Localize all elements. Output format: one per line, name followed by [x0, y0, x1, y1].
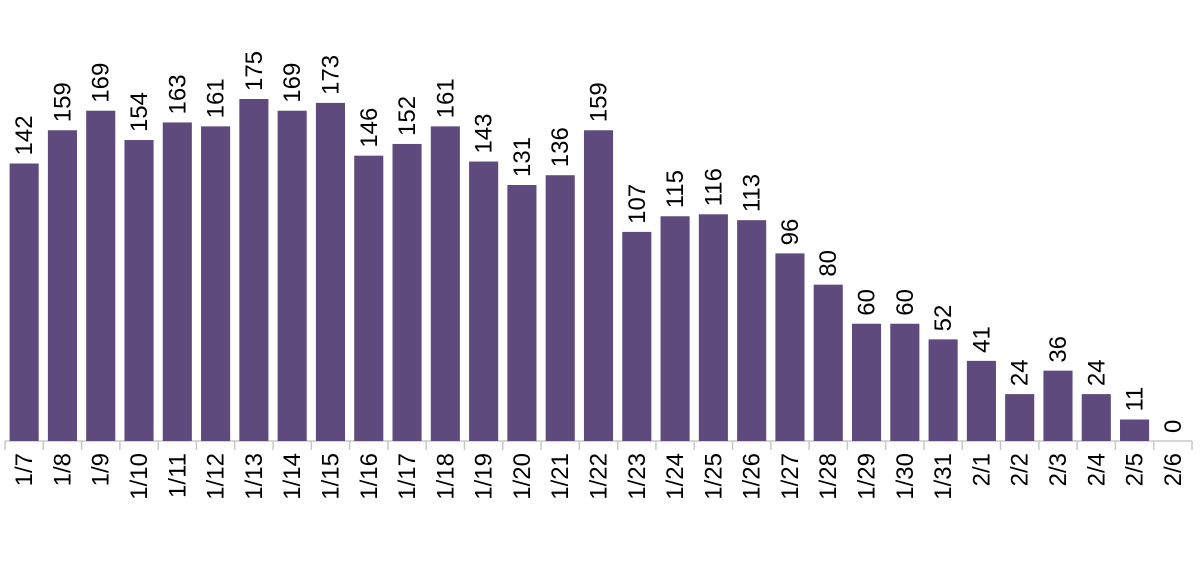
- data-label-1/12: 161: [203, 78, 230, 118]
- x-tick-label-1/9: 1/9: [88, 453, 115, 486]
- x-tick-label-2/1: 2/1: [968, 453, 995, 486]
- x-tick-label-1/19: 1/19: [471, 453, 498, 500]
- bar-1/17: [392, 143, 422, 441]
- data-label-1/31: 52: [930, 305, 957, 332]
- x-tick-label-1/25: 1/25: [700, 453, 727, 500]
- bar-1/9: [86, 110, 116, 442]
- bars-group: [9, 99, 1150, 442]
- bar-1/21: [545, 175, 575, 441]
- x-tick-label-2/2: 2/2: [1007, 453, 1034, 486]
- data-labels-group: 142 159 169 154 163 161 175 169 173 146 152 161 143 1…: [11, 51, 1187, 433]
- bar-1/14: [277, 110, 307, 442]
- bar-1/22: [583, 130, 614, 442]
- bar-1/25: [698, 214, 728, 441]
- bar-1/11: [162, 122, 192, 442]
- bar-1/31: [928, 339, 958, 441]
- data-label-1/19: 143: [471, 113, 498, 153]
- data-label-1/28: 80: [815, 250, 842, 277]
- bar-1/29: [851, 323, 882, 441]
- data-label-1/25: 116: [700, 168, 727, 206]
- bar-1/27: [775, 253, 805, 441]
- x-tick-label-1/12: 1/12: [203, 453, 230, 500]
- bar-1/12: [201, 126, 231, 442]
- x-tick-label-2/4: 2/4: [1083, 453, 1110, 486]
- x-tick-labels-group: 1/7 1/8 1/9 1/10 1/11 1/12 1/13 1/14 1/15 1/16 1/1…: [11, 453, 1187, 500]
- bar-1/8: [47, 130, 77, 442]
- data-label-1/21: 136: [547, 127, 574, 167]
- x-tick-label-2/5: 2/5: [1122, 453, 1149, 486]
- x-tick-label-1/20: 1/20: [509, 453, 536, 500]
- bar-1/23: [622, 231, 652, 441]
- bar-1/16: [354, 155, 384, 441]
- bar-2/1: [966, 360, 996, 441]
- data-label-1/8: 159: [49, 82, 76, 122]
- data-label-2/4: 24: [1083, 359, 1110, 386]
- data-label-2/6: 0: [1160, 420, 1187, 433]
- x-ticks-group: [4, 441, 1193, 450]
- data-label-2/2: 24: [1007, 359, 1034, 386]
- data-label-1/17: 152: [394, 96, 421, 136]
- x-tick-label-1/11: 1/11: [164, 453, 191, 498]
- data-label-1/20: 131: [509, 137, 536, 177]
- x-tick-label-1/28: 1/28: [815, 453, 842, 500]
- bar-1/30: [890, 323, 920, 441]
- bar-1/26: [737, 220, 767, 441]
- bar-1/28: [813, 284, 843, 441]
- x-tick-label-1/15: 1/15: [317, 453, 344, 500]
- x-tick-label-1/30: 1/30: [892, 453, 919, 500]
- bar-2/5: [1120, 419, 1150, 441]
- x-tick-label-1/31: 1/31: [930, 453, 957, 500]
- data-label-1/10: 154: [126, 92, 153, 132]
- bar-1/20: [507, 184, 537, 441]
- data-label-2/5: 11: [1122, 387, 1149, 412]
- x-tick-label-1/27: 1/27: [777, 453, 804, 500]
- bar-2/4: [1081, 394, 1111, 441]
- x-tick-label-2/6: 2/6: [1160, 453, 1187, 486]
- data-label-2/1: 41: [968, 326, 995, 353]
- bar-1/18: [430, 126, 460, 442]
- x-tick-label-1/7: 1/7: [11, 453, 38, 486]
- x-tick-label-1/10: 1/10: [126, 453, 153, 500]
- x-tick-label-1/13: 1/13: [241, 453, 268, 500]
- bar-1/10: [124, 140, 154, 442]
- data-label-1/18: 161: [432, 78, 459, 118]
- x-tick-label-1/22: 1/22: [586, 453, 613, 500]
- data-label-1/9: 169: [88, 63, 115, 103]
- bar-2/3: [1043, 370, 1073, 441]
- data-label-1/11: 163: [164, 74, 191, 114]
- data-label-1/15: 173: [317, 55, 344, 95]
- data-label-1/13: 175: [241, 51, 268, 91]
- data-label-1/7: 142: [11, 115, 38, 155]
- x-tick-label-1/17: 1/17: [394, 453, 421, 500]
- x-tick-label-1/16: 1/16: [356, 453, 383, 500]
- data-label-1/27: 96: [777, 219, 804, 246]
- data-label-1/26: 113: [739, 174, 766, 212]
- x-tick-label-1/24: 1/24: [662, 453, 689, 500]
- x-tick-label-1/21: 1/21: [547, 453, 574, 500]
- x-tick-label-1/8: 1/8: [49, 453, 76, 486]
- data-label-1/14: 169: [279, 63, 306, 103]
- bar-1/24: [660, 216, 690, 441]
- bar-1/13: [239, 99, 269, 441]
- bar-1/19: [469, 161, 499, 441]
- data-label-1/16: 146: [356, 108, 383, 148]
- x-tick-label-1/14: 1/14: [279, 453, 306, 500]
- data-label-1/23: 107: [624, 184, 651, 224]
- data-label-1/29: 60: [854, 289, 881, 316]
- x-tick-label-1/23: 1/23: [624, 453, 651, 500]
- x-tick-label-2/3: 2/3: [1045, 453, 1072, 486]
- bar-1/7: [9, 163, 39, 441]
- x-tick-label-1/18: 1/18: [432, 453, 459, 500]
- data-label-1/22: 159: [586, 82, 613, 122]
- x-tick-label-1/26: 1/26: [739, 453, 766, 500]
- data-label-1/24: 115: [662, 170, 689, 208]
- data-label-2/3: 36: [1045, 336, 1072, 363]
- x-tick-label-1/29: 1/29: [854, 453, 881, 500]
- bar-2/2: [1005, 394, 1035, 441]
- bar-1/15: [315, 102, 346, 441]
- data-label-1/30: 60: [892, 289, 919, 316]
